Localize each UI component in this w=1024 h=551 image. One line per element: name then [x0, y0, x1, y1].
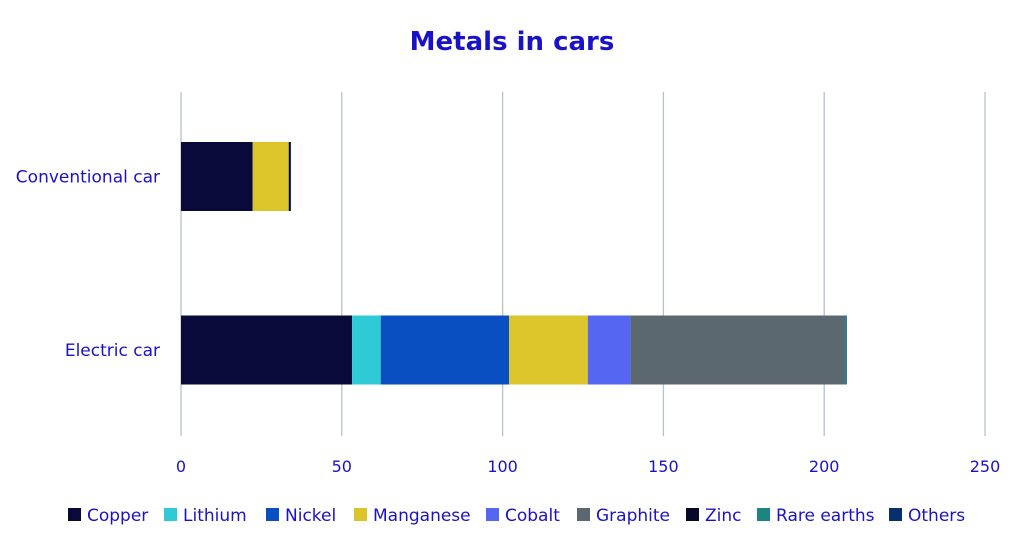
bar-segment-rare-earths: [844, 315, 846, 385]
legend-swatch: [577, 508, 590, 521]
bar-segment-manganese: [509, 315, 588, 385]
legend-label: Rare earths: [776, 506, 875, 526]
legend-label: Graphite: [596, 506, 670, 526]
legend-label: Manganese: [373, 506, 471, 526]
x-tick-label: 200: [809, 457, 840, 476]
bar-segment-others: [290, 142, 291, 211]
legend-label: Lithium: [183, 506, 247, 526]
bar-segment-copper: [181, 315, 353, 385]
legend-swatch: [266, 508, 279, 521]
bar-segment-zinc: [843, 315, 845, 385]
bar-segment-nickel: [380, 315, 510, 385]
category-labels: Conventional car Electric car: [16, 168, 160, 362]
x-tick-label: 100: [487, 457, 518, 476]
legend-swatch: [68, 508, 81, 521]
x-tick-label: 0: [176, 457, 186, 476]
bar-segment-graphite: [630, 315, 844, 385]
legend-swatch: [889, 508, 902, 521]
legend-swatch: [486, 508, 499, 521]
legend-swatch: [164, 508, 177, 521]
bars: [181, 142, 847, 385]
x-tick-label: 150: [648, 457, 679, 476]
chart-title: Metals in cars: [410, 27, 615, 57]
legend: Copper Lithium Nickel Manganese Cobalt Graphi…: [68, 506, 965, 526]
bar-segment-others: [845, 315, 847, 385]
bar-segment-lithium: [352, 315, 381, 385]
bar-segment-zinc: [288, 142, 291, 211]
legend-swatch: [686, 508, 699, 521]
legend-label: Zinc: [705, 506, 742, 526]
legend-label: Cobalt: [505, 506, 560, 526]
x-tick-labels: 0 50 100 150 200 250: [176, 457, 1000, 476]
legend-label: Nickel: [285, 506, 336, 526]
bar-segment-copper: [181, 142, 253, 211]
legend-swatch: [757, 508, 770, 521]
legend-label: Others: [908, 506, 965, 526]
category-label: Conventional car: [16, 168, 160, 188]
legend-label: Copper: [87, 506, 148, 526]
category-label: Electric car: [65, 341, 160, 361]
legend-swatch: [354, 508, 367, 521]
bar-segment-cobalt: [587, 315, 631, 385]
bar-segment-manganese: [252, 142, 289, 211]
x-tick-label: 250: [970, 457, 1001, 476]
x-tick-label: 50: [332, 457, 352, 476]
